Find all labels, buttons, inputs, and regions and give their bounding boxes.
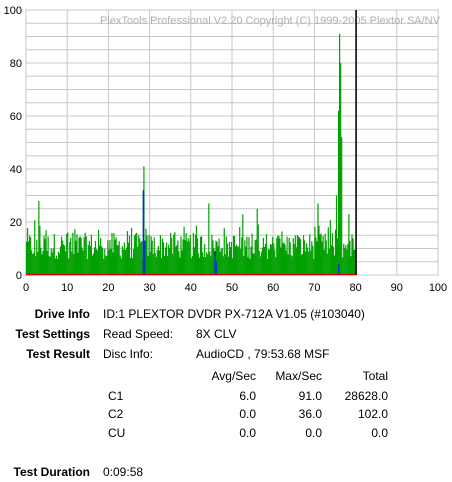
header-total: Total — [362, 369, 388, 383]
drive-info-label: Drive Info — [34, 307, 90, 321]
test-result-label: Test Result — [26, 347, 90, 361]
x-tick-label: 10 — [61, 282, 73, 294]
y-tick-label: 60 — [10, 111, 22, 123]
row-total: 28628.0 — [344, 389, 388, 403]
row-total: 102.0 — [357, 407, 388, 421]
x-tick-label: 20 — [102, 282, 114, 294]
row-avg: 6.0 — [239, 389, 256, 403]
header-avg: Avg/Sec — [211, 369, 256, 383]
x-tick-label: 90 — [391, 282, 403, 294]
row-max: 0.0 — [305, 426, 322, 440]
row-name: C2 — [108, 407, 124, 421]
row-total: 0.0 — [371, 426, 388, 440]
read-speed-label: Read Speed: — [103, 327, 174, 341]
y-tick-label: 80 — [10, 58, 22, 70]
watermark: PlexTools Professional V2.20 Copyright (… — [100, 15, 441, 27]
x-tick-label: 30 — [143, 282, 155, 294]
x-axis-ticks: 0 10 20 30 40 50 60 70 80 90 100 — [23, 282, 447, 294]
y-tick-label: 100 — [4, 5, 22, 17]
x-tick-label: 40 — [185, 282, 197, 294]
drive-info-value: ID:1 PLEXTOR DVDR PX-712A V1.05 (#103040… — [103, 307, 365, 321]
grid — [25, 9, 439, 276]
x-tick-label: 60 — [267, 282, 279, 294]
disc-info-label: Disc Info: — [103, 347, 154, 361]
y-tick-label: 40 — [10, 164, 22, 176]
y-tick-label: 0 — [16, 270, 22, 282]
x-tick-label: 80 — [349, 282, 361, 294]
test-duration-label: Test Duration — [13, 465, 90, 479]
row-name: C1 — [108, 389, 124, 403]
c2-series — [142, 190, 340, 275]
read-speed-value: 8X CLV — [196, 327, 237, 341]
y-tick-label: 20 — [10, 217, 22, 229]
c1-c2-chart: PlexTools Professional V2.20 Copyright (… — [4, 5, 448, 294]
test-settings-label: Test Settings — [15, 327, 90, 341]
row-max: 36.0 — [298, 407, 322, 421]
x-tick-label: 70 — [308, 282, 320, 294]
test-duration-value: 0:09:58 — [103, 465, 144, 479]
x-tick-label: 100 — [429, 282, 447, 294]
row-name: CU — [108, 426, 126, 440]
row-max: 91.0 — [298, 389, 322, 403]
x-tick-label: 0 — [23, 282, 29, 294]
row-avg: 0.0 — [239, 407, 256, 421]
x-tick-label: 50 — [226, 282, 238, 294]
row-avg: 0.0 — [239, 426, 256, 440]
disc-info-value: AudioCD , 79:53.68 MSF — [196, 347, 330, 361]
y-axis-ticks: 0 20 40 60 80 100 — [4, 5, 22, 282]
header-max: Max/Sec — [275, 369, 322, 383]
